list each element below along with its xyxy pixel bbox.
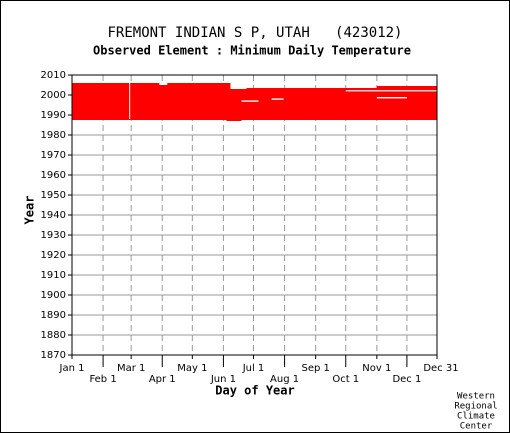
y-axis-label: Year xyxy=(23,196,37,225)
y-tick-label: 1920 xyxy=(41,250,66,261)
y-tick-label: 2000 xyxy=(41,90,66,101)
data-gap xyxy=(129,83,131,119)
y-tick-label: 1980 xyxy=(41,130,66,141)
y-tick-label: 1910 xyxy=(41,270,66,281)
plot-border xyxy=(71,74,438,356)
data-block xyxy=(226,120,242,121)
y-tick-label: 1930 xyxy=(41,230,66,241)
y-tick-label: 1870 xyxy=(41,350,66,361)
x-tick-label: Jun 1 xyxy=(210,374,236,385)
y-tick-label: 1900 xyxy=(41,290,66,301)
chart-subtitle: Observed Element : Minimum Daily Tempera… xyxy=(93,44,411,58)
x-tick-label: Nov 1 xyxy=(362,363,391,374)
y-tick-label: 1950 xyxy=(41,190,66,201)
x-tick-label: Dec 1 xyxy=(392,374,421,385)
x-tick-label: Jan 1 xyxy=(59,363,85,374)
chart-title: FREMONT INDIAN S P, UTAH (423012) xyxy=(107,25,402,41)
data-gap xyxy=(241,100,259,102)
x-tick-label: Oct 1 xyxy=(332,374,359,385)
y-tick-label: 1970 xyxy=(41,150,66,161)
y-tick-label: 1890 xyxy=(41,310,66,321)
data-gap xyxy=(159,83,168,85)
x-tick-label: Aug 1 xyxy=(270,374,299,385)
data-gap xyxy=(230,88,247,89)
data-block xyxy=(72,83,231,88)
data-gap xyxy=(376,97,407,99)
y-tick-label: 1940 xyxy=(41,210,66,221)
data-block xyxy=(376,86,437,88)
credit: Regional xyxy=(454,402,497,412)
x-tick-label: Feb 1 xyxy=(89,374,116,385)
x-tick-label: Apr 1 xyxy=(149,374,176,385)
y-tick-label: 1960 xyxy=(41,170,66,181)
y-tick-label: 1990 xyxy=(41,110,66,121)
x-axis-label: Day of Year xyxy=(215,384,294,398)
x-tick-label: May 1 xyxy=(177,363,207,374)
x-tick-label: Sep 1 xyxy=(301,363,329,374)
y-tick-label: 1880 xyxy=(41,330,66,341)
x-tick-label: Mar 1 xyxy=(117,363,145,374)
data-gap xyxy=(271,98,284,100)
credit: Western xyxy=(457,392,495,402)
credit: Center xyxy=(460,422,493,432)
credit: Climate xyxy=(457,412,495,422)
y-tick-label: 2010 xyxy=(41,70,66,81)
x-tick-label: Jul 1 xyxy=(242,363,265,374)
data-block xyxy=(72,88,437,120)
x-tick-label: Dec 31 xyxy=(423,363,458,374)
data-gap xyxy=(345,90,437,92)
